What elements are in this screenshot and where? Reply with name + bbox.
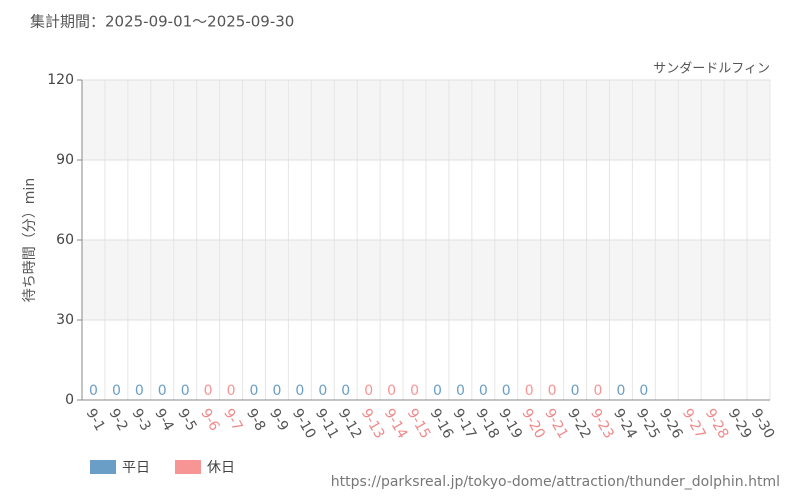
y-tick-label: 120: [47, 72, 74, 88]
data-label: 0: [594, 383, 603, 399]
data-label: 0: [433, 383, 442, 399]
data-label: 0: [318, 383, 327, 399]
data-label: 0: [525, 383, 534, 399]
data-label: 0: [387, 383, 396, 399]
data-label: 0: [135, 383, 144, 399]
x-tick-label: 9-11: [312, 406, 342, 442]
x-tick-label: 9-22: [564, 406, 594, 442]
data-label: 0: [89, 383, 98, 399]
data-label: 0: [479, 383, 488, 399]
x-tick-label: 9-15: [404, 406, 434, 442]
x-tick-label: 9-23: [587, 406, 617, 442]
data-label: 0: [272, 383, 281, 399]
x-tick-label: 9-17: [449, 406, 479, 442]
x-tick-label: 9-8: [243, 406, 268, 434]
data-label: 0: [112, 383, 121, 399]
data-label: 0: [548, 383, 557, 399]
x-tick-label: 9-7: [220, 406, 245, 434]
source-url: https://parksreal.jp/tokyo-dome/attracti…: [331, 474, 780, 490]
x-tick-label: 9-20: [518, 406, 548, 442]
x-tick-label: 9-2: [105, 406, 130, 434]
x-tick-label: 9-10: [289, 406, 319, 442]
x-tick-label: 9-12: [335, 406, 365, 442]
legend-swatch: [175, 460, 201, 474]
data-label: 0: [410, 383, 419, 399]
x-tick-label: 9-18: [472, 406, 502, 442]
data-label: 0: [295, 383, 304, 399]
data-label: 0: [341, 383, 350, 399]
data-label: 0: [204, 383, 213, 399]
data-label: 0: [158, 383, 167, 399]
x-tick-label: 9-29: [725, 406, 755, 442]
y-tick-label: 90: [56, 152, 74, 168]
x-tick-label: 9-4: [151, 406, 176, 434]
x-tick-label: 9-16: [427, 406, 457, 442]
y-tick-label: 30: [56, 312, 74, 328]
x-tick-label: 9-25: [633, 406, 663, 442]
x-tick-label: 9-5: [174, 406, 199, 434]
legend-label: 平日: [122, 460, 150, 476]
data-label: 0: [181, 383, 190, 399]
x-tick-label: 9-9: [266, 406, 291, 434]
x-tick-label: 9-19: [495, 406, 525, 442]
x-tick-label: 9-24: [610, 406, 640, 442]
x-tick-label: 9-6: [197, 406, 222, 434]
x-tick-label: 9-13: [358, 406, 388, 442]
x-tick-label: 9-26: [656, 406, 686, 442]
x-tick-label: 9-1: [83, 406, 108, 434]
x-tick-label: 9-27: [679, 406, 709, 442]
y-tick-label: 60: [56, 232, 74, 248]
legend-label: 休日: [207, 460, 235, 476]
chart-title: サンダードルフィン: [653, 62, 770, 77]
y-tick-label: 0: [65, 392, 74, 408]
data-label: 0: [364, 383, 373, 399]
data-label: 0: [639, 383, 648, 399]
data-label: 0: [250, 383, 259, 399]
data-label: 0: [571, 383, 580, 399]
x-tick-label: 9-30: [748, 406, 778, 442]
data-label: 0: [502, 383, 511, 399]
y-axis-label: 待ち時間（分）min: [22, 178, 38, 302]
data-label: 0: [616, 383, 625, 399]
data-label: 0: [227, 383, 236, 399]
x-tick-label: 9-21: [541, 406, 571, 442]
x-tick-label: 9-28: [702, 406, 732, 442]
x-tick-label: 9-14: [381, 406, 411, 442]
x-tick-label: 9-3: [128, 406, 153, 434]
legend-swatch: [90, 460, 116, 474]
data-label: 0: [456, 383, 465, 399]
chart-subtitle: 集計期間：2025-09-01～2025-09-30: [30, 13, 294, 31]
